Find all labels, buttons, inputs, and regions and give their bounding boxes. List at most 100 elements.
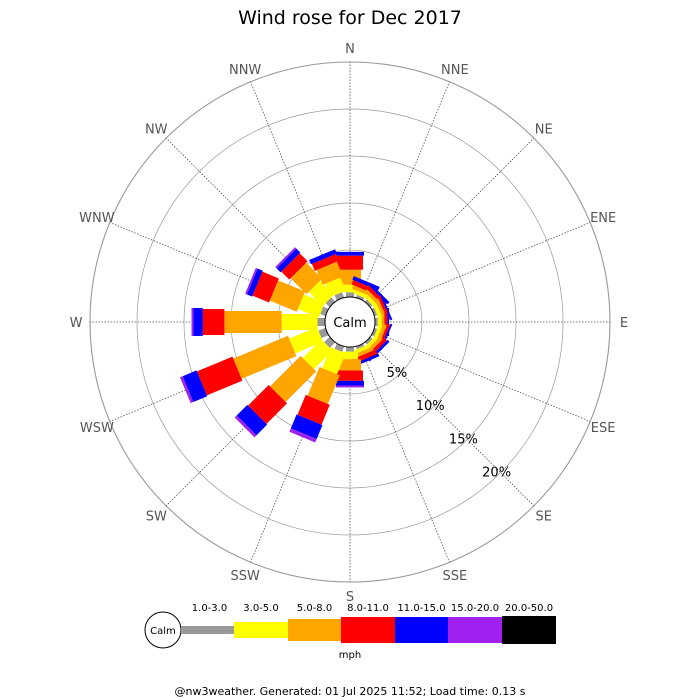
bar-sw <box>234 336 336 438</box>
bar-segment-sw-3 <box>248 384 288 424</box>
bar-segment-w-2 <box>224 311 282 333</box>
legend: Calm 1.0-3.0 3.0-5.0 5.0-8.0 8.0-11.0 11.0-15… <box>144 603 556 661</box>
footer-text: @nw3weather. Generated: 01 Jul 2025 11:5… <box>175 685 526 698</box>
bar-segment-s-4 <box>336 380 364 386</box>
bar-ssw <box>289 343 346 443</box>
legend-label: 3.0-5.0 <box>243 603 278 614</box>
bar-segment-wsw-1 <box>289 327 324 354</box>
grid-spoke <box>359 344 450 563</box>
percent-label: 15% <box>449 432 478 447</box>
bar-segment-w-3 <box>202 309 225 335</box>
bar-segment-nw-4 <box>276 248 301 273</box>
bar-segment-nw-1 <box>308 280 334 306</box>
legend-calm-label: Calm <box>150 626 176 637</box>
bar-segment-ene-4 <box>379 293 393 321</box>
percent-label: 5% <box>387 366 408 381</box>
direction-label-n: N <box>345 42 355 57</box>
bar-segment-ene-0 <box>371 307 378 317</box>
grid-spoke <box>372 222 591 313</box>
bar-segment-w-0 <box>317 318 326 326</box>
percent-labels: 5% 10% 15% 20% <box>387 366 511 481</box>
bar-segment-ssw-5 <box>289 428 317 443</box>
bar-segment-w-1 <box>281 314 318 330</box>
bar-segment-wnw-0 <box>320 306 329 317</box>
direction-label-wnw: WNW <box>79 211 115 226</box>
legend-swatch-3 <box>341 617 395 643</box>
bar-segment-nw-3 <box>281 253 308 280</box>
bar-segment-e-0 <box>375 318 378 326</box>
calm-circle-shape <box>324 296 376 348</box>
bar-segment-sw-2 <box>270 355 317 402</box>
bar-segment-wnw-2 <box>269 280 306 312</box>
bar-segment-sse-0 <box>355 343 365 350</box>
bar-segment-ne-0 <box>364 299 373 308</box>
grid-spoke <box>367 339 535 507</box>
bar-segment-wnw-3 <box>252 271 279 303</box>
bar-segment-s-5 <box>336 385 364 388</box>
grid-spoke <box>359 81 450 300</box>
bar-w <box>191 308 326 336</box>
legend-swatch-1 <box>234 622 288 638</box>
calm-circle: Calm <box>324 296 376 348</box>
bar-segment-sw-1 <box>302 339 333 370</box>
bar-segment-wsw-0 <box>318 327 329 339</box>
direction-label-nne: NNE <box>441 63 469 78</box>
bar-segment-ssw-2 <box>307 366 340 405</box>
direction-label-s: S <box>346 590 354 605</box>
bar-segment-sw-0 <box>324 336 336 348</box>
bar-segment-w-4 <box>193 308 203 336</box>
bar-segment-wsw-3 <box>196 356 243 396</box>
direction-label-nw: NW <box>145 122 168 137</box>
legend-swatch-6 <box>502 616 556 644</box>
grid-ring <box>136 108 564 536</box>
bar-segment-wnw-5 <box>245 267 258 295</box>
bar-segment-n-1 <box>342 284 358 293</box>
bar-segment-nw-2 <box>290 262 323 295</box>
direction-label-sse: SSE <box>442 569 467 584</box>
bar-segment-wsw-4 <box>182 370 208 403</box>
legend-label: 8.0-11.0 <box>347 603 389 614</box>
bar-segment-wnw-4 <box>246 268 263 297</box>
bar-segment-nnw-0 <box>334 292 345 301</box>
bar-segment-s-0 <box>346 347 354 352</box>
direction-label-se: SE <box>536 510 552 525</box>
direction-label-ene: ENE <box>590 211 616 226</box>
legend-label: 5.0-8.0 <box>297 603 332 614</box>
direction-label-nnw: NNW <box>229 63 261 78</box>
bar-segment-nw-5 <box>275 247 297 269</box>
percent-label: 10% <box>416 399 445 414</box>
bar-segment-nw-0 <box>325 297 336 308</box>
bar-segment-se-0 <box>364 336 373 345</box>
bar-wsw <box>179 327 329 404</box>
legend-swatch-4 <box>395 617 448 643</box>
bar-segment-nnw-2 <box>316 261 344 285</box>
bar-segment-w-5 <box>191 308 194 336</box>
grid-spoke <box>367 137 535 305</box>
wind-bars <box>179 247 393 443</box>
bar-segment-sw-5 <box>234 415 257 438</box>
bar-segment-ssw-0 <box>334 343 345 352</box>
bar-segment-n-4 <box>336 251 364 256</box>
direction-labels: N NNE NE ENE E ESE SE SSE S SSW SW WSW W WNW NW NNW <box>70 42 629 605</box>
percent-label: 20% <box>482 466 511 481</box>
bar-segment-wsw-2 <box>233 335 297 379</box>
legend-swatch-2 <box>288 619 341 641</box>
direction-label-ne: NE <box>535 122 553 137</box>
calm-label: Calm <box>333 316 366 331</box>
bar-nnw <box>309 249 346 301</box>
legend-swatch-5 <box>448 617 502 643</box>
bar-segment-n-0 <box>346 292 354 297</box>
direction-label-sw: SW <box>146 510 167 525</box>
legend-label: 1.0-3.0 <box>192 603 227 614</box>
legend-label: 11.0-15.0 <box>397 603 445 614</box>
bar-segment-nnw-4 <box>309 249 337 265</box>
legend-label: 20.0-50.0 <box>505 603 553 614</box>
direction-label-ssw: SSW <box>230 569 260 584</box>
bar-s <box>336 347 364 388</box>
bar-segment-sw-4 <box>236 404 268 436</box>
grid-spoke <box>372 331 591 422</box>
chart-title: Wind rose for Dec 2017 <box>238 7 462 29</box>
bar-segment-n-3 <box>337 255 363 270</box>
bar-segment-s-3 <box>337 370 363 381</box>
